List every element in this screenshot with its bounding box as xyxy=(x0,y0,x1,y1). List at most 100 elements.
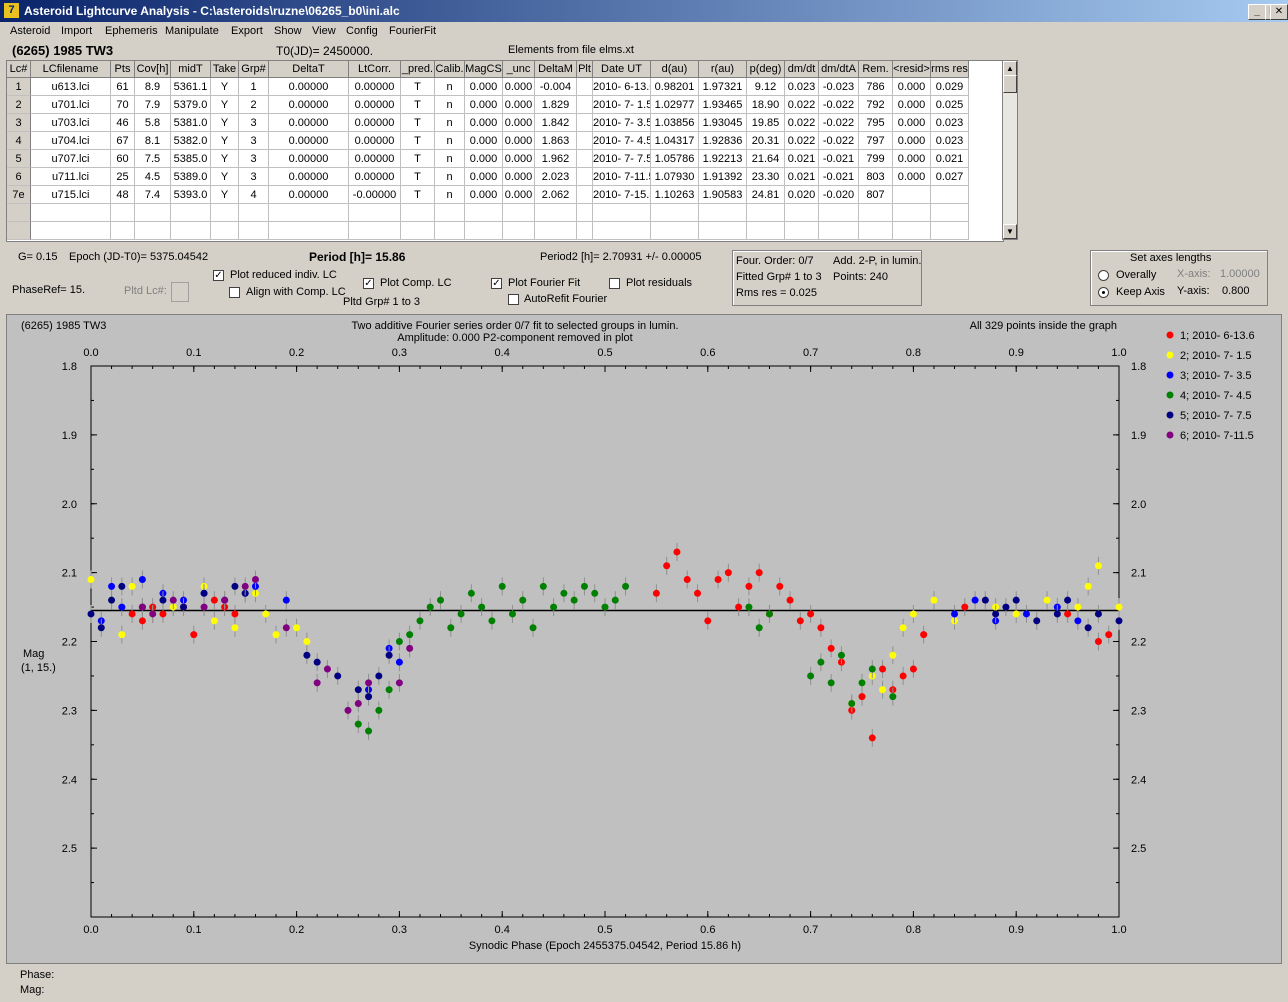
table-cell[interactable] xyxy=(401,204,435,222)
table-cell[interactable]: 1 xyxy=(239,78,269,96)
table-cell[interactable] xyxy=(577,96,593,114)
table-cell[interactable] xyxy=(819,222,859,240)
table-cell[interactable]: 70 xyxy=(111,96,135,114)
table-cell[interactable]: u704.lci xyxy=(31,132,111,150)
table-cell[interactable]: n xyxy=(435,150,465,168)
table-cell[interactable]: 0.027 xyxy=(931,168,969,186)
table-cell[interactable] xyxy=(931,204,969,222)
table-cell[interactable]: 0.022 xyxy=(785,132,819,150)
table-cell[interactable] xyxy=(593,204,651,222)
table-cell[interactable]: 8.1 xyxy=(135,132,171,150)
table-cell[interactable]: 0.000 xyxy=(503,168,535,186)
table-cell[interactable]: 3 xyxy=(239,168,269,186)
table-cell[interactable]: 0.000 xyxy=(465,132,503,150)
menu-config[interactable]: Config xyxy=(346,25,378,37)
table-cell[interactable]: 19.85 xyxy=(747,114,785,132)
table-cell[interactable]: n xyxy=(435,186,465,204)
table-cell[interactable]: 0.00000 xyxy=(269,96,349,114)
table-cell[interactable]: 1.92213 xyxy=(699,150,747,168)
table-cell[interactable]: 2010- 7-15.5 xyxy=(593,186,651,204)
table-cell[interactable]: 0.00000 xyxy=(349,114,401,132)
table-scrollbar[interactable]: ▲ ▼ xyxy=(1002,60,1018,240)
menu-manipulate[interactable]: Manipulate xyxy=(165,25,219,37)
table-cell[interactable]: 2010- 7- 3.5 xyxy=(593,114,651,132)
table-cell[interactable] xyxy=(269,222,349,240)
table-cell[interactable]: 0.025 xyxy=(931,96,969,114)
table-cell[interactable]: T xyxy=(401,132,435,150)
menu-asteroid[interactable]: Asteroid xyxy=(10,25,51,37)
table-cell[interactable]: 5385.0 xyxy=(171,150,211,168)
table-cell[interactable]: 21.64 xyxy=(747,150,785,168)
table-cell[interactable]: 0.020 xyxy=(785,186,819,204)
table-cell[interactable]: u613.lci xyxy=(31,78,111,96)
table-cell[interactable]: 1.962 xyxy=(535,150,577,168)
table-cell[interactable] xyxy=(893,222,931,240)
table-cell[interactable] xyxy=(593,222,651,240)
table-cell[interactable]: 48 xyxy=(111,186,135,204)
table-cell[interactable]: 0.000 xyxy=(503,96,535,114)
table-cell[interactable]: 795 xyxy=(859,114,893,132)
table-cell[interactable]: 25 xyxy=(111,168,135,186)
table-cell[interactable]: 7.9 xyxy=(135,96,171,114)
table-cell[interactable]: 0.000 xyxy=(465,186,503,204)
table-cell[interactable] xyxy=(239,204,269,222)
table-cell[interactable] xyxy=(239,222,269,240)
table-cell[interactable] xyxy=(171,204,211,222)
minimize-button[interactable]: _ xyxy=(1248,4,1266,20)
table-cell[interactable]: 18.90 xyxy=(747,96,785,114)
table-cell[interactable]: -0.022 xyxy=(819,96,859,114)
table-cell[interactable]: 0.000 xyxy=(893,114,931,132)
table-cell[interactable]: 0.000 xyxy=(503,186,535,204)
table-cell[interactable] xyxy=(577,132,593,150)
table-cell[interactable]: 2010- 7- 1.5 xyxy=(593,96,651,114)
table-cell[interactable]: 5389.0 xyxy=(171,168,211,186)
epoch-value[interactable]: Epoch (JD-T0)= 5375.04542 xyxy=(69,251,209,263)
keep-axis-radio[interactable] xyxy=(1098,287,1109,298)
table-cell[interactable]: 0.000 xyxy=(893,168,931,186)
table-cell[interactable]: T xyxy=(401,150,435,168)
table-cell[interactable]: T xyxy=(401,114,435,132)
scroll-up-button[interactable]: ▲ xyxy=(1003,61,1017,76)
table-cell[interactable]: 2.023 xyxy=(535,168,577,186)
table-cell[interactable]: 0.98201 xyxy=(651,78,699,96)
table-cell[interactable] xyxy=(435,204,465,222)
table-cell[interactable]: 3 xyxy=(239,114,269,132)
table-cell[interactable] xyxy=(171,222,211,240)
table-cell[interactable] xyxy=(535,204,577,222)
table-cell[interactable]: 0.000 xyxy=(503,150,535,168)
table-cell[interactable]: 7.5 xyxy=(135,150,171,168)
table-cell[interactable]: 1.93465 xyxy=(699,96,747,114)
table-cell[interactable] xyxy=(111,222,135,240)
table-cell[interactable]: -0.022 xyxy=(819,132,859,150)
table-cell[interactable]: 2 xyxy=(239,96,269,114)
table-cell[interactable]: -0.021 xyxy=(819,150,859,168)
plot-residuals-checkbox[interactable] xyxy=(609,278,620,289)
table-cell[interactable]: 0.000 xyxy=(465,150,503,168)
table-cell[interactable]: 803 xyxy=(859,168,893,186)
plot-panel[interactable]: (6265) 1985 TW3 Two additive Fourier seri… xyxy=(6,314,1282,964)
table-cell[interactable]: n xyxy=(435,96,465,114)
table-cell[interactable]: 46 xyxy=(111,114,135,132)
table-cell[interactable]: 0.00000 xyxy=(269,78,349,96)
table-cell[interactable]: 1.07930 xyxy=(651,168,699,186)
table-cell[interactable] xyxy=(503,204,535,222)
table-cell[interactable]: 0.023 xyxy=(931,132,969,150)
table-cell[interactable] xyxy=(931,222,969,240)
table-cell[interactable]: 0.00000 xyxy=(269,150,349,168)
plot-comp-checkbox[interactable]: ✓ xyxy=(363,278,374,289)
table-cell[interactable]: 2010- 7-11.5 xyxy=(593,168,651,186)
close-button[interactable]: ✕ xyxy=(1270,4,1288,20)
table-cell[interactable] xyxy=(503,222,535,240)
table-cell[interactable]: 797 xyxy=(859,132,893,150)
table-cell[interactable]: 0.000 xyxy=(893,150,931,168)
menu-show[interactable]: Show xyxy=(274,25,302,37)
table-cell[interactable] xyxy=(31,222,111,240)
table-cell[interactable]: 0.000 xyxy=(465,168,503,186)
table-cell[interactable]: 0.00000 xyxy=(349,150,401,168)
table-cell[interactable] xyxy=(349,204,401,222)
menu-fourierfit[interactable]: FourierFit xyxy=(389,25,437,37)
table-cell[interactable]: 23.30 xyxy=(747,168,785,186)
table-cell[interactable]: 24.81 xyxy=(747,186,785,204)
table-cell[interactable]: 3 xyxy=(239,150,269,168)
table-cell[interactable]: 0.023 xyxy=(785,78,819,96)
